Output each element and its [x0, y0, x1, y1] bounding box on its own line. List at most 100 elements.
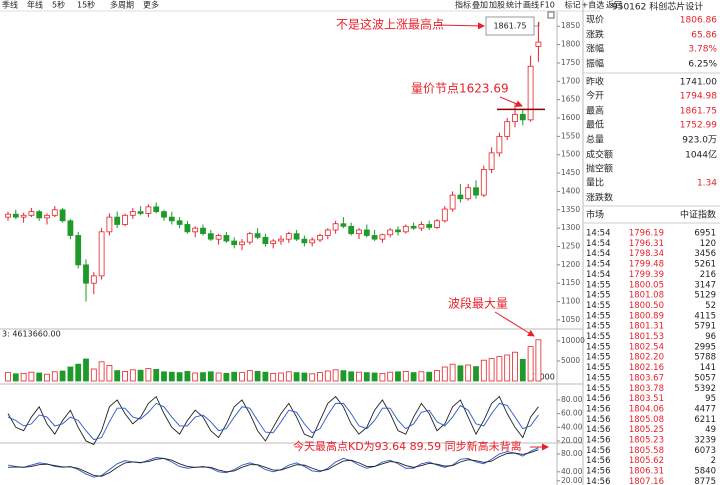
toolbar-item[interactable]: 统计: [506, 0, 522, 10]
tick-time: 14:55: [586, 280, 611, 290]
volume-bar: [504, 354, 511, 382]
high-label: 1861.75: [493, 22, 526, 31]
tick-volume: 141: [700, 363, 716, 373]
tick-volume: 52: [705, 301, 716, 311]
toolbar-item[interactable]: 季线: [2, 0, 18, 10]
candle-body: [231, 240, 238, 246]
toolbar-item[interactable]: 加股: [489, 0, 505, 10]
tick-price: 1805.23: [629, 436, 664, 446]
candle-body: [519, 113, 526, 121]
toolbar-item[interactable]: 画线: [523, 0, 539, 10]
candle-body: [254, 233, 261, 238]
candle-body: [59, 209, 66, 222]
candle-body: [270, 240, 277, 244]
tick-price: 1800.05: [629, 280, 664, 290]
candle-body: [402, 225, 409, 233]
y-tick-label: 80.00: [561, 449, 583, 458]
volume-bar: [254, 370, 261, 382]
volume-bar: [59, 370, 66, 382]
volume-bar: [395, 371, 401, 382]
volume-bar: [473, 366, 479, 382]
candle-body: [223, 235, 230, 242]
toolbar-item[interactable]: 年线: [27, 0, 43, 10]
volume-bar: [28, 371, 35, 382]
volume-bar: [371, 372, 378, 382]
toolbar-item[interactable]: 多周期: [110, 0, 134, 10]
arrow: [436, 22, 485, 30]
volume-bar: [480, 359, 487, 382]
toolbar-item[interactable]: 标记: [565, 0, 581, 10]
volume-bar: [192, 372, 199, 382]
y-tick-label: 1250: [561, 242, 580, 251]
toolbar-item[interactable]: 叠加: [472, 0, 488, 10]
candle-body: [387, 229, 394, 236]
toolbar-item[interactable]: 更多: [143, 0, 159, 10]
volume-bar: [449, 363, 456, 382]
y-tick-label: 5000: [561, 356, 580, 365]
y-tick-label: 40.00: [561, 467, 583, 476]
volume-bar: [223, 372, 230, 382]
y-tick-label: 1100: [561, 297, 580, 306]
volume-bar: [145, 368, 152, 382]
stat-label: 现价: [586, 15, 604, 26]
tick-volume: 5129: [694, 291, 716, 301]
tick-time: 14:55: [586, 363, 611, 373]
tick-volume: 4477: [694, 404, 716, 414]
volume-bar: [410, 372, 417, 382]
volume-bar: [426, 371, 433, 382]
y-tick-label: 1550: [561, 131, 580, 140]
tick-price: 1802.16: [629, 363, 664, 373]
toolbar-item[interactable]: 指标: [455, 0, 471, 10]
candle-body: [473, 187, 479, 196]
volume-bar: [402, 370, 409, 382]
volume-bar: [348, 371, 355, 382]
stat-label: 成交额: [586, 149, 613, 161]
tick-volume: 96: [705, 332, 716, 342]
candle-body: [129, 211, 136, 216]
toolbar-item[interactable]: F10: [540, 1, 555, 10]
volume-bar: [98, 361, 105, 382]
candle-body: [285, 233, 292, 240]
tick-price: 1802.20: [629, 353, 664, 363]
volume-bar: [12, 373, 19, 382]
toolbar-item[interactable]: 5秒: [52, 0, 65, 10]
y-tick-label: 1050: [561, 315, 580, 324]
tick-volume: 95: [705, 394, 716, 404]
arrow: [494, 311, 535, 337]
tick-time: 14:55: [586, 373, 611, 383]
tick-price: 1806.31: [629, 467, 664, 477]
volume-bar: [90, 368, 97, 382]
tick-time: 14:54: [586, 249, 611, 259]
candle-body: [441, 208, 448, 222]
tick-volume: 5840: [694, 467, 716, 477]
tick-price: 1802.54: [629, 342, 664, 352]
tick-time: 14:56: [586, 425, 611, 435]
candle-body: [410, 225, 417, 229]
y-tick-label: 1150: [561, 278, 580, 287]
candle-body: [239, 241, 245, 246]
volume-bar: [301, 372, 308, 382]
tick-time: 14:56: [586, 456, 611, 466]
stat-label: 涨跌数: [586, 192, 613, 204]
candle-body: [356, 229, 362, 235]
y-tick-label: 10000: [561, 336, 585, 345]
volume-bar: [5, 372, 11, 382]
volume-bar: [262, 371, 269, 382]
candle-body: [488, 152, 495, 170]
tick-price: 1805.62: [629, 456, 664, 466]
tick-volume: 216: [700, 270, 716, 280]
candle-body: [363, 229, 370, 236]
toolbar-item[interactable]: 返回: [606, 1, 622, 10]
candle-body: [153, 206, 160, 213]
toolbar-item[interactable]: 15秒: [77, 0, 95, 10]
y-tick-label: 40.00: [561, 422, 583, 431]
candle-body: [434, 220, 440, 228]
tick-price: 1803.67: [629, 373, 664, 383]
candle-body: [20, 214, 27, 218]
toolbar-item[interactable]: +自选: [582, 0, 605, 10]
tick-volume: 4115: [694, 311, 716, 321]
tick-time: 14:56: [586, 404, 611, 414]
stat-value: 1752.99: [680, 121, 717, 131]
candle-body: [176, 220, 183, 225]
